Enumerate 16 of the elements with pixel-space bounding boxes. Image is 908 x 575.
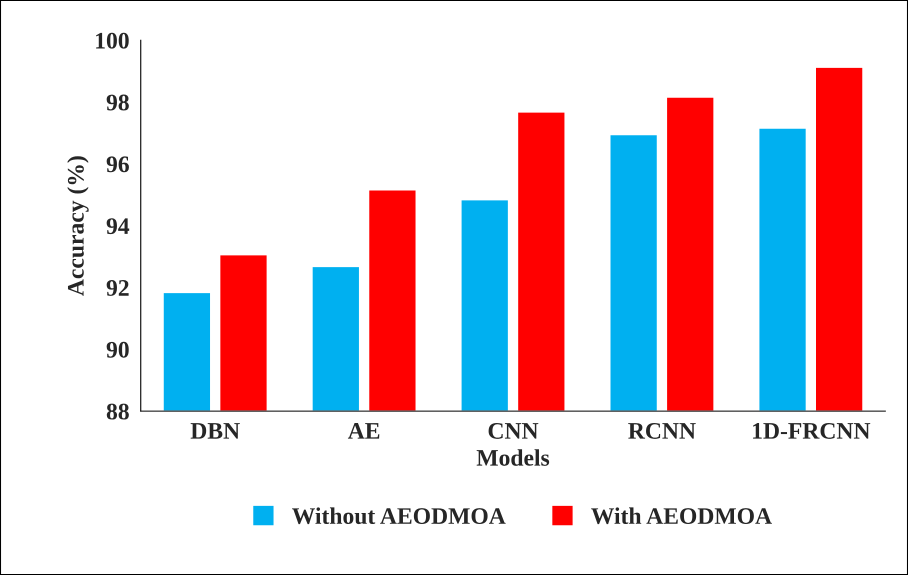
x-axis-title: Models bbox=[476, 449, 550, 466]
y-axis-title: Accuracy (%) bbox=[67, 156, 89, 296]
y-tick-label: 96 bbox=[106, 156, 129, 172]
x-tick-label: 1D-FRCNN bbox=[753, 422, 870, 439]
y-tick-label: 92 bbox=[106, 280, 129, 296]
y-tick-label: 90 bbox=[106, 342, 129, 358]
y-tick-label: 88 bbox=[106, 404, 129, 420]
legend-label: With AEODMOA bbox=[591, 507, 772, 524]
y-tick-label: 98 bbox=[106, 94, 129, 110]
x-tick-label: DBN bbox=[190, 423, 240, 439]
x-tick-label: RCNN bbox=[628, 422, 696, 439]
x-tick-label: AE bbox=[348, 423, 380, 439]
legend-label: Without AEODMOA bbox=[292, 507, 506, 524]
x-tick-label: CNN bbox=[488, 422, 538, 439]
y-tick-label: 100 bbox=[96, 32, 129, 49]
y-tick-label: 94 bbox=[106, 218, 130, 234]
